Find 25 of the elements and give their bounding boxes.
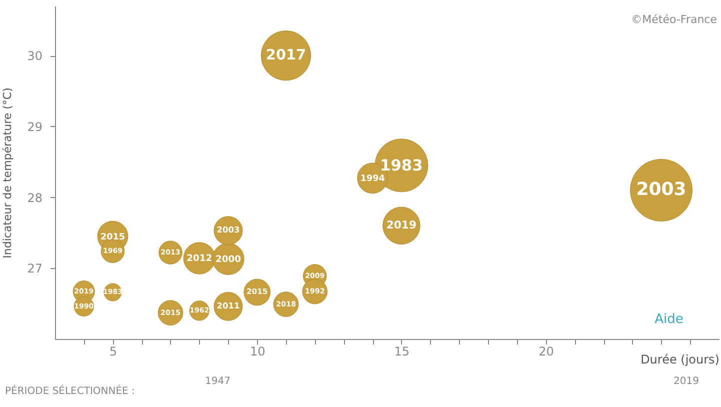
annotation: 2011 <box>216 300 240 310</box>
x-axis-title: Durée (jours) <box>640 352 720 366</box>
text: 2019 <box>674 376 699 387</box>
y-axis-title: Indicateur de température (°C) <box>1 88 14 258</box>
y-tick-label: 28 <box>27 190 42 205</box>
annotation: 2000 <box>215 254 241 265</box>
x-tick-label: 5 <box>109 344 118 358</box>
text: 1947 <box>205 376 230 387</box>
annotation: 2019 <box>386 218 416 232</box>
annotation: 1994 <box>360 174 385 184</box>
annotation: 2003 <box>636 179 686 200</box>
annotation: 2015 <box>100 232 125 242</box>
x-tick-label: 15 <box>394 344 410 358</box>
annotation: ©Météo-France <box>631 13 718 26</box>
annotation: 2003 <box>216 224 240 235</box>
y-tick-label: 30 <box>27 49 42 64</box>
y-tick-label: 29 <box>27 120 42 134</box>
x-tick-label: 20 <box>538 344 554 358</box>
annotation: 1983 <box>380 156 423 174</box>
annotation: Aide <box>654 312 684 327</box>
annotation: 2017 <box>266 48 306 64</box>
text: PÉRIODE SÉLECTIONNÉE : <box>5 384 135 397</box>
y-tick-label: 27 <box>27 262 42 276</box>
annotation: 2012 <box>186 253 212 264</box>
x-tick-label: 10 <box>250 344 266 358</box>
